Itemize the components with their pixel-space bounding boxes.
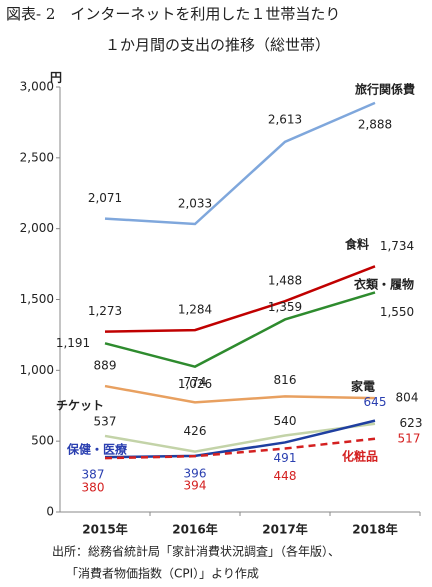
data-label: 1,359: [268, 300, 302, 314]
data-label: 623: [400, 416, 423, 430]
legend-label: 保健・医療: [66, 442, 127, 457]
legend-label: 化粧品: [342, 449, 378, 464]
legend-label: チケット: [56, 399, 104, 413]
data-label: 394: [184, 479, 207, 493]
x-tick-label: 2015年: [82, 522, 127, 537]
data-label: 1,734: [380, 239, 414, 253]
line: [104, 384, 376, 404]
data-label: 380: [82, 481, 105, 495]
chart-subtitle: １か月間の支出の推移（総世帯）: [105, 36, 330, 54]
y-tick-label: 500: [31, 434, 54, 448]
y-tick-label: 1,500: [20, 292, 54, 306]
legend-label: 家電: [351, 379, 375, 394]
data-label: 1,026: [178, 377, 212, 391]
data-label: 448: [274, 469, 297, 483]
y-unit: 円: [50, 71, 62, 85]
y-tick-label: 3,000: [20, 80, 54, 94]
line: [104, 437, 376, 460]
source: 出所：総務省統計局「家計消費状況調査」（各年版）、: [52, 544, 340, 559]
data-label: 889: [94, 359, 117, 373]
data-label: 2,033: [178, 196, 212, 210]
data-label: 517: [398, 431, 421, 445]
data-label: 816: [274, 373, 297, 387]
line: [104, 422, 376, 453]
data-label: 774: [184, 375, 207, 389]
legend-label: 食料: [344, 237, 369, 252]
data-label: 1,284: [178, 303, 212, 317]
data-label: 540: [274, 414, 297, 428]
data-label: 1,273: [88, 304, 122, 318]
data-label: 1,191: [56, 336, 90, 350]
data-label: 1,550: [380, 305, 414, 319]
data-label: 426: [184, 424, 207, 438]
data-label: 804: [396, 391, 419, 405]
data-label: 645: [364, 395, 387, 409]
legend-label: 衣類・履物: [354, 277, 414, 292]
y-tick-label: 1,000: [20, 363, 54, 377]
data-label: 396: [184, 466, 207, 480]
source: 「消費者物価指数（CPI）」より作成: [66, 566, 259, 581]
data-label: 1,488: [268, 274, 302, 288]
x-tick-label: 2018年: [352, 522, 397, 537]
line: [104, 101, 376, 226]
line: [104, 265, 376, 333]
data-label: 2,613: [268, 112, 302, 126]
y-tick-label: 0: [46, 505, 54, 519]
legend-label: 旅行関係費: [355, 82, 415, 97]
y-tick-label: 2,000: [20, 221, 54, 235]
data-label: 387: [82, 468, 105, 482]
chart-title: 図表- 2 インターネットを利用した１世帯当たり: [6, 5, 340, 23]
data-label: 2,071: [88, 191, 122, 205]
data-label: 537: [94, 414, 117, 428]
data-label: 491: [274, 451, 297, 465]
line: [104, 291, 376, 368]
data-label: 2,888: [358, 117, 392, 131]
x-tick-label: 2017年: [262, 522, 307, 537]
x-tick-label: 2016年: [172, 522, 217, 537]
line: [104, 419, 376, 459]
y-tick-label: 2,500: [20, 150, 54, 164]
